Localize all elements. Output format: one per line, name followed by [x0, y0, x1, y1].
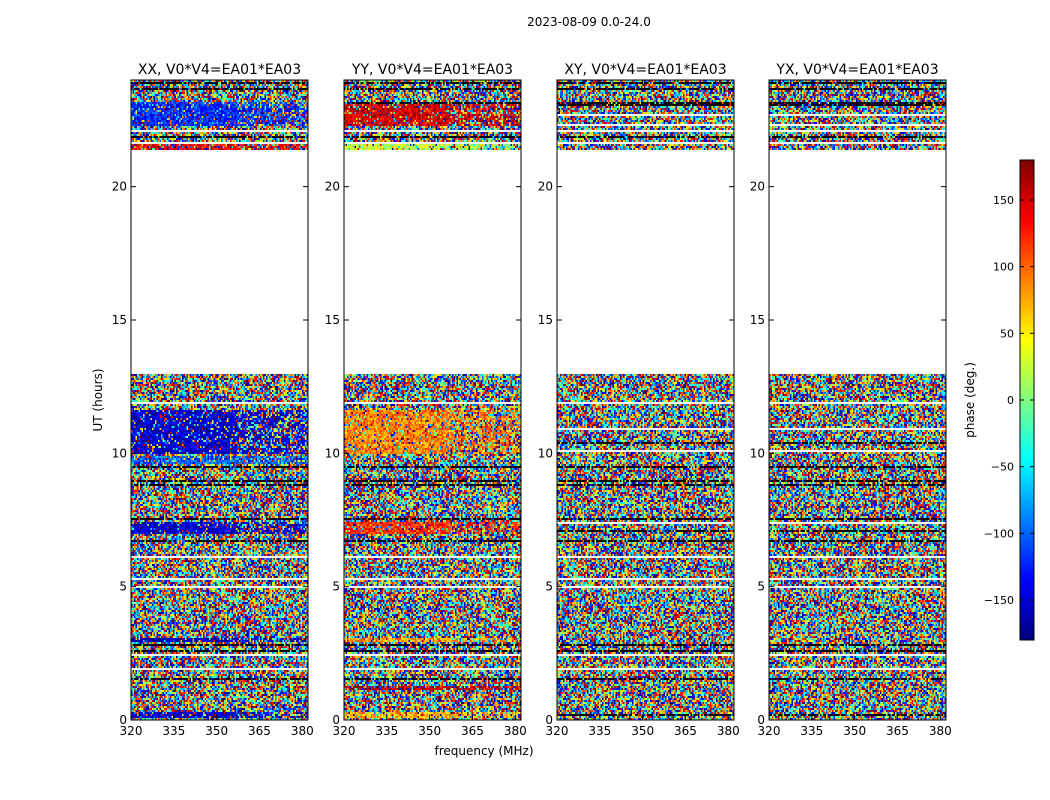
x-axis-label: frequency (MHz)	[434, 744, 533, 758]
y-tick-label: 0	[332, 713, 340, 727]
colorbar-tick-label: 150	[993, 194, 1014, 207]
colorbar-gradient	[1020, 160, 1034, 640]
x-tick-label: 320	[546, 724, 569, 738]
y-tick-label: 10	[538, 446, 553, 460]
panel-title: XY, V0*V4=EA01*EA03	[564, 62, 726, 78]
x-tick-label: 380	[929, 724, 952, 738]
panel-xx: XX, V0*V4=EA01*EA03 320 335 350 365 380 0 5 10 15…	[112, 62, 314, 738]
axes-frame	[343, 79, 522, 721]
y-tick-label: 20	[112, 180, 127, 194]
y-tick-label: 5	[545, 580, 553, 594]
panel-yy: YY, V0*V4=EA01*EA03 320 335 350 365 380 0 5 10 15…	[325, 62, 527, 738]
y-tick-label: 0	[545, 713, 553, 727]
panel-xy: XY, V0*V4=EA01*EA03 320 335 350 365 380 0 5 10 15…	[538, 62, 740, 738]
x-tick-label: 365	[674, 724, 697, 738]
x-tick-label: 335	[375, 724, 398, 738]
panel-title: YY, V0*V4=EA01*EA03	[351, 62, 513, 78]
y-tick-label: 0	[757, 713, 765, 727]
panel-yx: YX, V0*V4=EA01*EA03 320 335 350 365 380 0 5 10 15…	[750, 62, 952, 738]
x-tick-label: 350	[418, 724, 441, 738]
y-tick-label: 10	[112, 446, 127, 460]
panel-title: XX, V0*V4=EA01*EA03	[138, 62, 301, 78]
colorbar-tick-label: 50	[1000, 327, 1014, 340]
y-tick-label: 15	[325, 313, 340, 327]
x-tick-label: 365	[248, 724, 271, 738]
panels-group: XX, V0*V4=EA01*EA03 320 335 350 365 380 0 5 10 15…	[112, 62, 952, 738]
x-tick-label: 365	[886, 724, 909, 738]
x-tick-label: 350	[843, 724, 866, 738]
y-tick-label: 20	[750, 180, 765, 194]
colorbar-tick-label: −100	[984, 527, 1014, 540]
colorbar: 150 100 50 0 −50 −100 −150	[984, 159, 1035, 641]
heatmap-xx	[131, 80, 308, 720]
y-tick-label: 15	[750, 313, 765, 327]
heatmap-yx	[769, 80, 946, 720]
x-tick-label: 320	[333, 724, 356, 738]
y-axis-label: UT (hours)	[91, 368, 105, 431]
x-tick-label: 380	[717, 724, 740, 738]
colorbar-label: phase (deg.)	[963, 362, 977, 438]
x-tick-label: 365	[461, 724, 484, 738]
y-tick-label: 20	[325, 180, 340, 194]
x-tick-label: 335	[800, 724, 823, 738]
x-tick-label: 350	[631, 724, 654, 738]
y-tick-label: 15	[538, 313, 553, 327]
colorbar-tick-label: 100	[993, 261, 1014, 274]
heatmap-yy	[344, 80, 521, 720]
x-tick-label: 320	[758, 724, 781, 738]
y-tick-label: 20	[538, 180, 553, 194]
y-tick-label: 0	[119, 713, 127, 727]
colorbar-tick-label: −50	[991, 461, 1014, 474]
x-tick-label: 350	[205, 724, 228, 738]
y-tick-label: 15	[112, 313, 127, 327]
axes-frame	[130, 79, 309, 721]
x-tick-label: 320	[120, 724, 143, 738]
y-tick-label: 10	[325, 446, 340, 460]
y-tick-label: 5	[119, 580, 127, 594]
heatmap-xy	[557, 80, 734, 720]
x-tick-label: 380	[291, 724, 314, 738]
colorbar-tick-label: 0	[1007, 394, 1014, 407]
y-tick-label: 5	[332, 580, 340, 594]
x-tick-label: 335	[588, 724, 611, 738]
y-tick-label: 10	[750, 446, 765, 460]
axes-frame	[768, 79, 947, 721]
axes-frame	[556, 79, 735, 721]
y-tick-label: 5	[757, 580, 765, 594]
x-tick-label: 335	[162, 724, 185, 738]
colorbar-tick-label: −150	[984, 594, 1014, 607]
x-tick-label: 380	[504, 724, 527, 738]
figure-suptitle: 2023-08-09 0.0-24.0	[527, 15, 651, 29]
panel-title: YX, V0*V4=EA01*EA03	[775, 62, 938, 78]
